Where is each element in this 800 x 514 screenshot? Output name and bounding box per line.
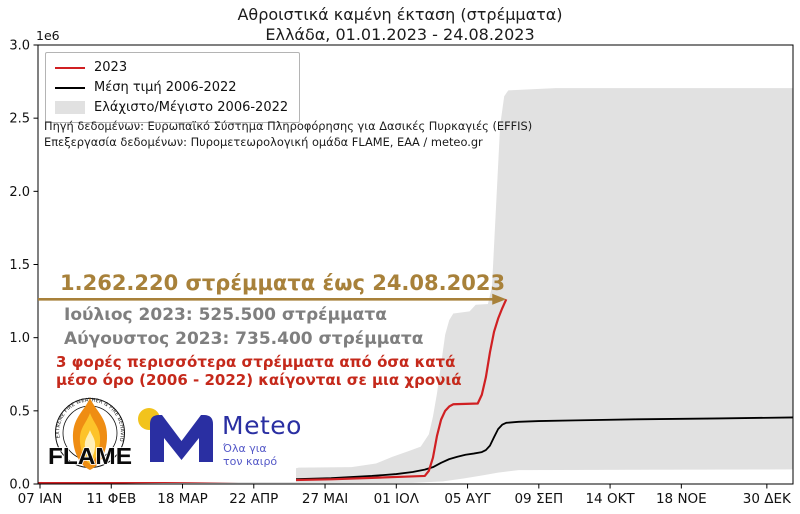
legend: 2023 Μέση τιμή 2006-2022 Ελάχιστο/Μέγιστ… (45, 52, 301, 123)
annotation-comparison-line-2: μέσο όρο (2006 - 2022) καίγονται σε μια … (56, 371, 462, 389)
legend-swatch-minmax-patch (55, 101, 85, 114)
annotation-july: Ιούλιος 2023: 525.500 στρέμματα (64, 305, 387, 325)
legend-swatch-mean-line (55, 86, 85, 89)
series-line-mean (37, 416, 794, 485)
data-source-note: Πηγή δεδομένων: Ευρωπαϊκό Σύστημα Πληροφ… (44, 118, 532, 150)
x-tick-label: 22 ΑΠΡ (229, 491, 278, 507)
logo-strip: EXTREME FIRE WEATHER & FIRE BEHAVIOUR FL… (42, 391, 301, 482)
meteo-logo-mark (138, 408, 213, 462)
legend-label: Μέση τιμή 2006-2022 (94, 80, 237, 95)
y-tick-label: 0.0 (9, 478, 30, 493)
y-tick-label: 2.0 (9, 185, 30, 200)
chart-subtitle: Ελλάδα, 01.01.2023 - 24.08.2023 (265, 25, 535, 44)
chart-title: Αθροιστικά καμένη έκταση (στρέμματα) (237, 5, 563, 24)
x-tick-label: 27 ΜΑΙ (302, 491, 348, 507)
y-tick-label: 3.0 (9, 39, 30, 54)
flame-icon (72, 398, 108, 470)
y-tick-label: 1.0 (9, 331, 30, 346)
x-tick-label: 30 ΔΕΚ (743, 491, 792, 507)
flame-logo: EXTREME FIRE WEATHER & FIRE BEHAVIOUR FL… (44, 393, 133, 470)
legend-item-mean: Μέση τιμή 2006-2022 (55, 80, 288, 95)
legend-label: 2023 (94, 60, 128, 75)
x-tick-label: 01 ΙΟΛ (374, 491, 420, 507)
legend-item-2023: 2023 (55, 60, 288, 75)
flame-logo-wordmark: FLAME (48, 443, 132, 469)
annotation-august: Αύγουστος 2023: 735.400 στρέμματα (64, 329, 424, 349)
series-line-2023 (37, 298, 508, 485)
y-axis-multiplier-label: 1e6 (36, 28, 60, 43)
meteo-logo-m (150, 415, 213, 462)
y-tick-label: 0.5 (9, 404, 30, 419)
x-tick-label: 05 ΑΥΓ (444, 491, 491, 507)
meteo-logo-tagline: Όλα για τον καιρό (223, 442, 277, 468)
annotation-total-burned: 1.262.220 στρέμματα έως 24.08.2023 (60, 271, 506, 295)
meteo-tagline-line-2: τον καιρό (223, 455, 278, 468)
meteo-logo-wordmark: Meteo (222, 411, 302, 440)
y-tick-label: 1.5 (9, 258, 30, 273)
annotation-arrow-head (492, 293, 507, 305)
x-tick-label: 14 ΟΚΤ (585, 491, 635, 507)
band-minmax (37, 88, 794, 484)
y-tick-label: 2.5 (9, 112, 30, 127)
x-tick-label: 18 ΜΑΡ (157, 491, 208, 507)
x-tick-label: 09 ΣΕΠ (514, 491, 563, 507)
meteo-tagline-line-1: Όλα για (223, 442, 267, 455)
legend-swatch-2023-line (55, 66, 85, 69)
legend-item-minmax: Ελάχιστο/Μέγιστο 2006-2022 (55, 100, 288, 115)
source-line-2: Επεξεργασία δεδομένων: Πυρομετεωρολογική… (44, 135, 483, 149)
annotation-comparison-line-1: 3 φορές περισσότερα στρέμματα από όσα κα… (56, 353, 456, 371)
x-tick-label: 11 ΦΕΒ (86, 491, 136, 507)
source-line-1: Πηγή δεδομένων: Ευρωπαϊκό Σύστημα Πληροφ… (44, 119, 533, 133)
x-tick-label: 18 ΝΟΕ (656, 491, 707, 507)
legend-label: Ελάχιστο/Μέγιστο 2006-2022 (94, 100, 289, 115)
x-tick-label: 07 ΙΑΝ (18, 491, 63, 507)
